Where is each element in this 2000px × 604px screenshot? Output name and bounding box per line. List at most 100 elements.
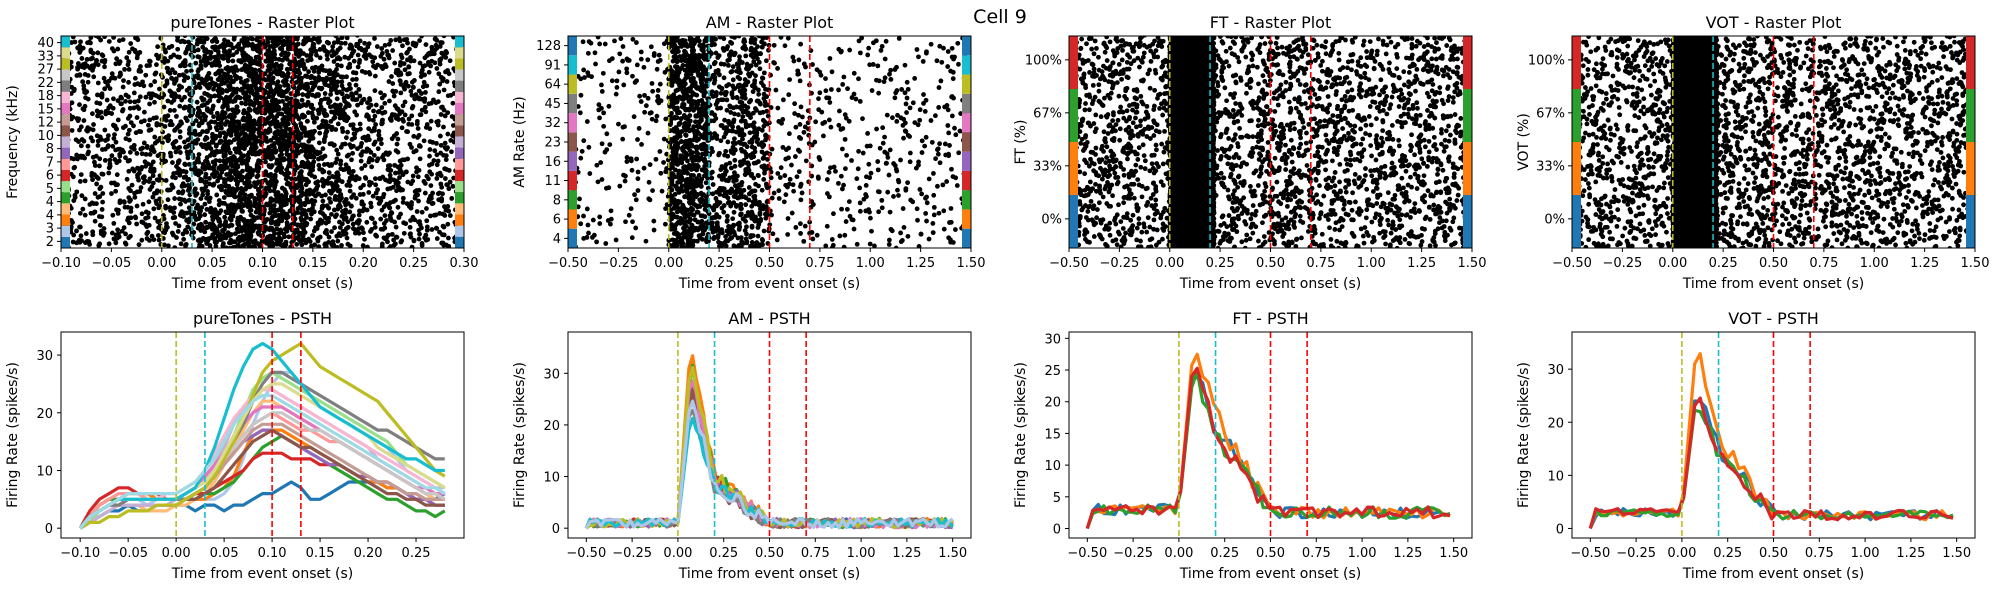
spike-dot — [594, 239, 599, 244]
spike-dot — [230, 59, 235, 64]
spike-dot — [121, 85, 126, 90]
spike-dot — [326, 41, 331, 46]
condition-color-strip — [455, 125, 464, 136]
spike-dot — [401, 220, 406, 225]
condition-color-strip — [61, 226, 70, 237]
spike-dot — [793, 225, 798, 230]
spike-dot — [77, 225, 82, 230]
spike-dot — [937, 211, 942, 216]
spike-dot — [384, 218, 389, 223]
spike-dot — [376, 146, 381, 151]
spike-dot — [395, 142, 400, 147]
spike-dot — [97, 164, 102, 169]
spike-dot — [170, 160, 175, 165]
spike-dot — [441, 241, 446, 246]
spike-dot — [324, 76, 329, 81]
spike-dot — [135, 151, 140, 156]
spike-dot — [345, 242, 350, 247]
spike-dot — [931, 230, 936, 235]
spike-dot — [177, 196, 182, 201]
spike-dot — [953, 227, 958, 232]
spike-dot — [764, 182, 769, 187]
spike-dot — [436, 119, 441, 124]
spike-dot — [178, 202, 183, 207]
spike-dot — [187, 205, 192, 210]
y-tick-label: 22 — [37, 76, 54, 91]
condition-color-strip — [455, 81, 464, 92]
spike-dot — [146, 123, 151, 128]
spike-dot — [660, 189, 665, 194]
spike-dot — [219, 184, 224, 189]
spike-dot — [95, 50, 100, 55]
spike-dot — [747, 185, 752, 190]
spike-dot — [166, 113, 171, 118]
spike-dot — [356, 65, 361, 70]
spike-dot — [857, 186, 862, 191]
condition-color-strip — [61, 181, 70, 192]
spike-dot — [839, 207, 844, 212]
spike-dot — [311, 42, 316, 47]
spike-dot — [147, 199, 152, 204]
spike-dot — [362, 237, 367, 242]
spike-dot — [415, 209, 420, 214]
spike-dot — [294, 242, 299, 247]
spike-dot — [437, 211, 442, 216]
spike-dot — [231, 154, 236, 159]
spike-dot — [355, 33, 360, 38]
spike-dot — [325, 203, 330, 208]
spike-dot — [217, 198, 222, 203]
spike-dot — [115, 172, 120, 177]
spike-dot — [173, 221, 178, 226]
spike-dot — [181, 181, 186, 186]
spike-dot — [863, 192, 868, 197]
spike-dot — [722, 203, 727, 208]
spike-dot — [891, 194, 896, 199]
spike-dot — [422, 80, 427, 85]
spike-dot — [597, 221, 602, 226]
spike-dot — [72, 40, 77, 45]
spike-dot — [783, 192, 788, 197]
spike-dot — [137, 171, 142, 176]
spike-dot — [96, 81, 101, 86]
spike-dot — [240, 209, 245, 214]
spike-dot — [213, 36, 218, 41]
spike-dot — [203, 202, 208, 207]
spike-dot — [375, 187, 380, 192]
spike-dot — [329, 229, 334, 234]
spike-dot — [790, 211, 795, 216]
spike-dot — [888, 210, 893, 215]
spike-dot — [445, 132, 450, 137]
spike-dot — [351, 70, 356, 75]
spike-dot — [368, 201, 373, 206]
spike-dot — [130, 46, 135, 51]
spike-dot — [423, 191, 428, 196]
condition-color-strip — [61, 159, 70, 170]
spike-dot — [92, 160, 97, 165]
spike-dot — [133, 76, 138, 81]
spike-dot — [193, 61, 198, 66]
spike-dot — [118, 71, 123, 76]
spike-dot — [392, 61, 397, 66]
spike-dot — [343, 207, 348, 212]
spike-dot — [84, 231, 89, 236]
spike-dot — [378, 217, 383, 222]
spike-dot — [123, 124, 128, 129]
spike-dot — [91, 211, 96, 216]
spike-dot — [420, 210, 425, 215]
spike-dot — [799, 197, 804, 202]
spike-dot — [87, 40, 92, 45]
spike-dot — [342, 55, 347, 60]
condition-color-strip — [61, 47, 70, 58]
spike-dot — [323, 193, 328, 198]
spike-dot — [215, 111, 220, 116]
spike-dot — [915, 218, 920, 223]
spike-dot — [726, 224, 731, 229]
spike-dot — [316, 192, 321, 197]
spike-dot — [380, 51, 385, 56]
spike-dot — [187, 104, 192, 109]
spike-dot — [429, 45, 434, 50]
spike-dot — [397, 36, 402, 41]
spike-dot — [89, 171, 94, 176]
x-axis-label: Time from event onset (s) — [171, 276, 354, 292]
spike-dot — [434, 43, 439, 48]
